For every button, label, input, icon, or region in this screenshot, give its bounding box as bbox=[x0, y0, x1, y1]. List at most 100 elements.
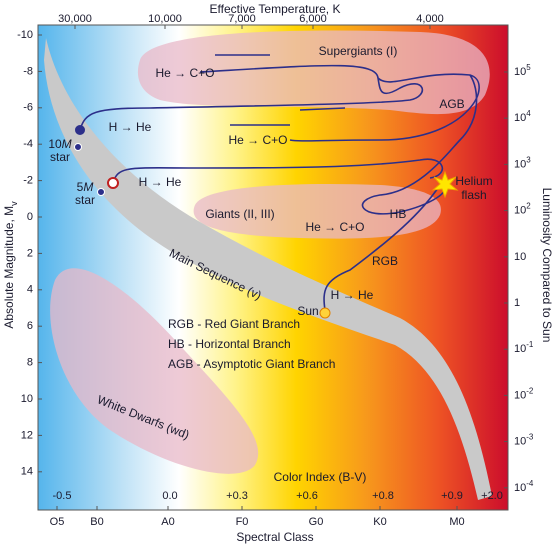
right-tick-exp: 3 bbox=[526, 155, 531, 164]
giants-region bbox=[193, 184, 441, 239]
star-label: 10M bbox=[48, 137, 71, 151]
white-dwarfs-region bbox=[50, 268, 259, 474]
color-index-label: +0.3 bbox=[226, 490, 248, 502]
right-tick-base: 10 bbox=[514, 343, 526, 355]
track-segments bbox=[215, 54, 346, 126]
track-label: He → C+O bbox=[155, 66, 214, 80]
top-tick-label: 10,000 bbox=[148, 13, 182, 25]
right-tick-exp: -3 bbox=[526, 432, 534, 441]
right-tick-exp: -4 bbox=[526, 478, 534, 487]
star-5m-dot bbox=[97, 188, 105, 196]
star-label: star bbox=[75, 193, 95, 207]
right-tick-base: 10 bbox=[514, 205, 526, 217]
left-tick-label: 14 bbox=[21, 466, 33, 478]
right-tick-base: 1 bbox=[514, 297, 520, 309]
right-tick-base: 10 bbox=[514, 389, 526, 401]
region-label: Giants (II, III) bbox=[205, 207, 274, 221]
region-label: Supergiants (I) bbox=[319, 44, 398, 58]
star-mass-unit: M bbox=[62, 137, 72, 151]
track-label: H → He bbox=[139, 175, 182, 189]
right-tick-base: 10 bbox=[514, 158, 526, 170]
left-tick-label: 2 bbox=[27, 247, 33, 259]
right-tick-base: 10 bbox=[514, 66, 526, 78]
star-5m bbox=[107, 177, 119, 189]
top-axis-title: Effective Temperature, K bbox=[210, 2, 341, 16]
track-label: Helium bbox=[455, 174, 492, 188]
right-axis-title: Luminosity Compared to Sun bbox=[540, 188, 554, 343]
color-index-label: +0.9 bbox=[441, 490, 463, 502]
right-tick-base: 10 bbox=[514, 251, 526, 263]
right-tick-base: 10 bbox=[514, 482, 526, 494]
supergiants-region bbox=[137, 30, 490, 115]
track-10m bbox=[79, 64, 480, 142]
track-label: HB bbox=[390, 207, 407, 221]
right-tick-label: 104 bbox=[514, 109, 531, 124]
left-tick-label: 4 bbox=[27, 284, 33, 296]
top-tick-label: 6,000 bbox=[299, 13, 327, 25]
sun-marker bbox=[319, 307, 331, 319]
bottom-tick-label: O5 bbox=[50, 516, 65, 528]
color-index-label: +0.8 bbox=[372, 490, 394, 502]
top-tick-label: 7,000 bbox=[228, 13, 256, 25]
top-tick-label: 4,000 bbox=[416, 13, 444, 25]
color-index-label: -0.5 bbox=[53, 490, 72, 502]
left-tick-label: 0 bbox=[27, 211, 33, 223]
right-tick-exp: -2 bbox=[526, 386, 534, 395]
right-tick-label: 10-3 bbox=[514, 432, 534, 447]
star-label: 5M bbox=[77, 180, 94, 194]
legend-entry: AGB - Asymptotic Giant Branch bbox=[168, 357, 335, 371]
bottom-tick-label: M0 bbox=[449, 516, 464, 528]
left-tick-label: 12 bbox=[21, 429, 33, 441]
right-tick-label: 1 bbox=[514, 297, 520, 309]
left-tick-label: -6 bbox=[23, 102, 33, 114]
right-tick-exp: 2 bbox=[526, 201, 531, 210]
right-tick-base: 10 bbox=[514, 436, 526, 448]
right-tick-exp: -1 bbox=[526, 340, 534, 349]
bottom-axis-title: Spectral Class bbox=[236, 530, 313, 544]
track-sun bbox=[323, 74, 478, 311]
color-index-label: +0.6 bbox=[296, 490, 318, 502]
star-10m-dot bbox=[74, 143, 82, 151]
right-tick-label: 103 bbox=[514, 155, 531, 170]
main-sequence-band bbox=[44, 38, 492, 500]
left-tick-label: 8 bbox=[27, 357, 33, 369]
left-tick-label: 10 bbox=[21, 393, 33, 405]
star-mass: 10 bbox=[48, 137, 62, 151]
bottom-tick-label: G0 bbox=[309, 516, 324, 528]
track-label: He → C+O bbox=[305, 220, 364, 234]
right-tick-label: 10-4 bbox=[514, 478, 534, 493]
star-10m bbox=[75, 125, 85, 135]
star-mass-unit: M bbox=[83, 180, 93, 194]
track-label: H → He bbox=[109, 120, 152, 134]
left-tick-label: -2 bbox=[23, 175, 33, 187]
track-label: H → He bbox=[331, 288, 374, 302]
right-tick-label: 10-2 bbox=[514, 386, 534, 401]
top-tick-label: 30,000 bbox=[58, 13, 92, 25]
star-mass: 5 bbox=[77, 180, 84, 194]
right-tick-label: 105 bbox=[514, 63, 531, 78]
color-index-title: Color Index (B-V) bbox=[274, 470, 367, 484]
bottom-tick-label: A0 bbox=[161, 516, 174, 528]
right-tick-label: 102 bbox=[514, 201, 531, 216]
left-axis-title-text: Absolute Magnitude, M bbox=[2, 206, 16, 329]
track-label: RGB bbox=[372, 254, 398, 268]
helium-flash-marker bbox=[431, 170, 459, 199]
right-tick-label: 10-1 bbox=[514, 340, 534, 355]
left-tick-label: -10 bbox=[17, 29, 33, 41]
left-tick-label: 6 bbox=[27, 320, 33, 332]
right-tick-base: 10 bbox=[514, 112, 526, 124]
track-label: AGB bbox=[439, 97, 464, 111]
right-tick-label: 10 bbox=[514, 251, 526, 263]
right-tick-exp: 4 bbox=[526, 109, 531, 118]
track-label: He → C+O bbox=[228, 133, 287, 147]
left-axis-title-sub: v bbox=[9, 201, 19, 206]
left-tick-label: -4 bbox=[23, 138, 33, 150]
legend-entry: HB - Horizontal Branch bbox=[168, 337, 291, 351]
left-tick-label: -8 bbox=[23, 65, 33, 77]
color-index-label: +2.0 bbox=[481, 490, 503, 502]
legend-entry: RGB - Red Giant Branch bbox=[168, 317, 300, 331]
bottom-tick-label: F0 bbox=[236, 516, 249, 528]
star-label: star bbox=[50, 150, 70, 164]
bottom-tick-label: K0 bbox=[373, 516, 386, 528]
